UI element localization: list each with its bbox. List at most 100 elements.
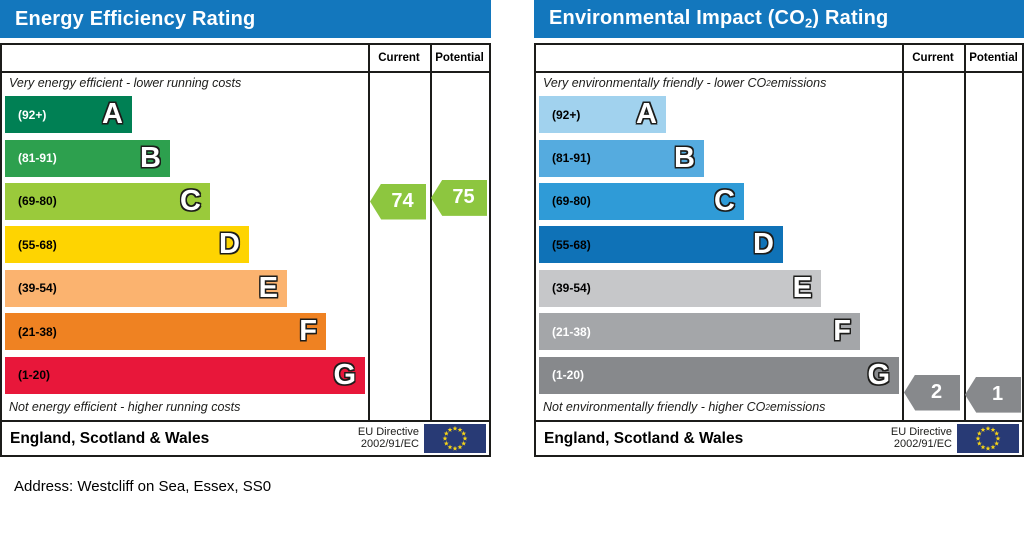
band-range-label: (81-91) <box>552 151 591 166</box>
subscript-text: 2 <box>804 15 813 31</box>
band-row-a: (92+) A <box>539 93 902 136</box>
text-part: ) Rating <box>812 7 889 30</box>
band-letter: C <box>180 184 201 217</box>
band-range-label: (21-38) <box>552 324 591 339</box>
band-bar-a: (92+) A <box>5 96 132 134</box>
band-range-label: (92+) <box>552 107 581 122</box>
text-part: Environmental Impact (CO <box>549 7 805 30</box>
band-bar-a: (92+) A <box>539 96 666 134</box>
eu-directive-label: EU Directive 2002/91/EC <box>358 426 419 450</box>
rating-table: Current Potential Very environmentally fri… <box>534 43 1024 457</box>
current-rating-value: 74 <box>391 190 414 212</box>
band-bar-g: (1-20) G <box>539 356 899 394</box>
band-letter: F <box>299 315 317 348</box>
band-row-g: (1-20) G <box>539 353 902 396</box>
band-range-label: (39-54) <box>552 281 591 296</box>
band-row-b: (81-91) B <box>539 136 902 179</box>
column-divider <box>964 45 966 420</box>
column-header-potential: Potential <box>435 52 484 64</box>
rating-bands: (92+) A (81-91) B (69-80) C (55-68) D (39-54) E (2… <box>5 93 368 397</box>
subscript-text: 2 <box>765 402 770 412</box>
address-line: Address: Westcliff on Sea, Essex, SS0 <box>14 478 272 495</box>
band-row-a: (92+) A <box>5 93 368 136</box>
band-range-label: (81-91) <box>18 151 57 166</box>
table-footer: England, Scotland & Wales EU Directive 200… <box>536 420 1022 455</box>
energy-efficiency-chart: Energy Efficiency Rating Current Potential… <box>0 0 491 457</box>
band-letter: E <box>792 271 812 304</box>
text-part: Very energy efficient - lower running co… <box>9 76 242 90</box>
column-header-row: Current Potential <box>536 45 1022 73</box>
band-letter: D <box>753 228 774 261</box>
column-header-row: Current Potential <box>2 45 489 73</box>
band-range-label: (55-68) <box>552 237 591 252</box>
band-bar-c: (69-80) C <box>5 182 210 220</box>
column-divider <box>368 45 370 420</box>
band-letter: G <box>333 358 356 391</box>
text-part: Energy Efficiency Rating <box>15 7 256 30</box>
band-range-label: (69-80) <box>552 194 591 209</box>
band-letter: G <box>867 358 890 391</box>
text-part: Not energy efficient - higher running co… <box>9 400 241 414</box>
eu-flag-icon <box>957 424 1019 453</box>
top-caption: Very energy efficient - lower running co… <box>9 73 365 93</box>
eu-directive-line: 2002/91/EC <box>360 438 419 450</box>
band-row-b: (81-91) B <box>5 136 368 179</box>
band-bar-d: (55-68) D <box>539 226 783 264</box>
band-row-d: (55-68) D <box>5 223 368 266</box>
text-part: Not environmentally friendly - higher CO <box>543 400 766 414</box>
column-header-potential: Potential <box>969 52 1018 64</box>
band-row-e: (39-54) E <box>5 267 368 310</box>
band-bar-e: (39-54) E <box>539 269 821 307</box>
eu-directive-line: 2002/91/EC <box>893 438 952 450</box>
band-letter: E <box>258 271 278 304</box>
band-row-d: (55-68) D <box>539 223 902 266</box>
text-part: emissions <box>770 76 827 90</box>
environmental-impact-chart: Environmental Impact (CO2) Rating Current… <box>534 0 1024 457</box>
band-range-label: (69-80) <box>18 194 57 209</box>
band-range-label: (21-38) <box>18 324 57 339</box>
band-row-c: (69-80) C <box>5 180 368 223</box>
band-range-label: (1-20) <box>18 368 51 383</box>
band-letter: F <box>833 315 851 348</box>
column-divider <box>902 45 904 420</box>
band-bar-b: (81-91) B <box>539 139 704 177</box>
band-range-label: (1-20) <box>552 368 585 383</box>
band-row-e: (39-54) E <box>539 267 902 310</box>
potential-rating-value: 75 <box>452 186 475 209</box>
subscript-text: 2 <box>766 78 771 88</box>
bottom-caption: Not environmentally friendly - higher CO… <box>543 397 898 417</box>
band-letter: D <box>219 228 240 261</box>
band-bar-c: (69-80) C <box>539 182 744 220</box>
band-letter: A <box>636 98 657 131</box>
band-bar-b: (81-91) B <box>5 139 170 177</box>
chart-title: Energy Efficiency Rating <box>15 8 255 31</box>
column-divider <box>430 45 432 420</box>
band-range-label: (92+) <box>18 107 47 122</box>
region-label: England, Scotland & Wales <box>544 430 744 447</box>
column-header-current: Current <box>912 52 954 64</box>
chart-title: Environmental Impact (CO2) Rating <box>549 7 888 30</box>
potential-rating-value: 1 <box>991 383 1004 406</box>
band-bar-f: (21-38) F <box>539 313 860 351</box>
band-letter: C <box>714 184 735 217</box>
bottom-caption: Not energy efficient - higher running co… <box>9 397 365 417</box>
eu-directive-line: EU Directive <box>357 426 419 438</box>
band-range-label: (55-68) <box>18 237 57 252</box>
band-letter: A <box>102 98 123 131</box>
current-rating-value: 2 <box>930 381 943 403</box>
region-label: England, Scotland & Wales <box>10 430 210 447</box>
band-letter: B <box>674 141 695 174</box>
chart-title-bar: Environmental Impact (CO2) Rating <box>534 0 1024 38</box>
band-range-label: (39-54) <box>18 281 57 296</box>
text-part: emissions <box>769 400 826 414</box>
band-bar-e: (39-54) E <box>5 269 287 307</box>
rating-table: Current Potential Very energy efficient - … <box>0 43 491 457</box>
band-bar-f: (21-38) F <box>5 313 326 351</box>
column-header-current: Current <box>378 52 420 64</box>
current-rating-arrow: 74 <box>370 183 426 220</box>
band-row-f: (21-38) F <box>539 310 902 353</box>
rating-bands: (92+) A (81-91) B (69-80) C (55-68) D (39-54) E (2… <box>539 93 902 397</box>
top-caption: Very environmentally friendly - lower CO… <box>543 73 898 93</box>
text-part: Very environmentally friendly - lower CO <box>543 76 767 90</box>
